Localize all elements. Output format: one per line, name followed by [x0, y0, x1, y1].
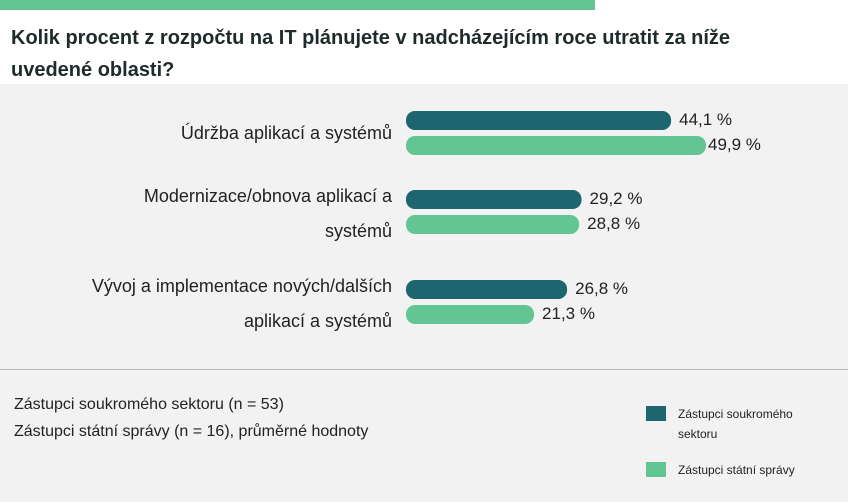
bar-chart: Údržba aplikací a systémů 44,1 % 49,9 % Mod… — [92, 110, 761, 331]
value-label-state: 49,9 % — [708, 135, 761, 154]
category-label: Vývoj a implementace nových/dalších aplik… — [92, 276, 392, 331]
chart-area: Údržba aplikací a systémů 44,1 % 49,9 % Mod… — [0, 84, 848, 369]
chart-title: Kolik procent z rozpočtu na IT plánujete… — [11, 27, 731, 81]
sample-note-state: Zástupci státní správy (n = 16), průměrn… — [14, 423, 369, 440]
bar-state — [406, 136, 706, 155]
value-label-private: 29,2 % — [590, 189, 643, 208]
bar-private — [406, 190, 582, 209]
top-accent-bar — [0, 0, 595, 10]
value-label-state: 21,3 % — [542, 304, 595, 323]
header: Kolik procent z rozpočtu na IT plánujete… — [0, 10, 848, 84]
legend-label-private: Zástupci soukromého sektoru — [678, 407, 793, 441]
bar-private — [406, 111, 672, 130]
legend-item-private: Zástupci soukromého sektoru — [646, 404, 828, 444]
bar-state — [406, 305, 535, 324]
category-label: Modernizace/obnova aplikací a systémů — [144, 186, 393, 241]
value-label-private: 26,8 % — [575, 279, 628, 298]
bar-state — [406, 215, 580, 234]
legend-label-state: Zástupci státní správy — [678, 463, 795, 477]
legend-swatch-state — [646, 462, 666, 477]
legend-swatch-private — [646, 406, 666, 421]
value-label-private: 44,1 % — [679, 110, 732, 129]
value-label-state: 28,8 % — [587, 214, 640, 233]
footer: Zástupci soukromého sektoru (n = 53) Zás… — [0, 370, 848, 502]
bar-private — [406, 280, 568, 299]
sample-note-private: Zástupci soukromého sektoru (n = 53) — [14, 396, 284, 413]
legend-item-state: Zástupci státní správy — [646, 460, 828, 480]
category-label: Údržba aplikací a systémů — [181, 122, 392, 143]
divider — [0, 369, 848, 370]
